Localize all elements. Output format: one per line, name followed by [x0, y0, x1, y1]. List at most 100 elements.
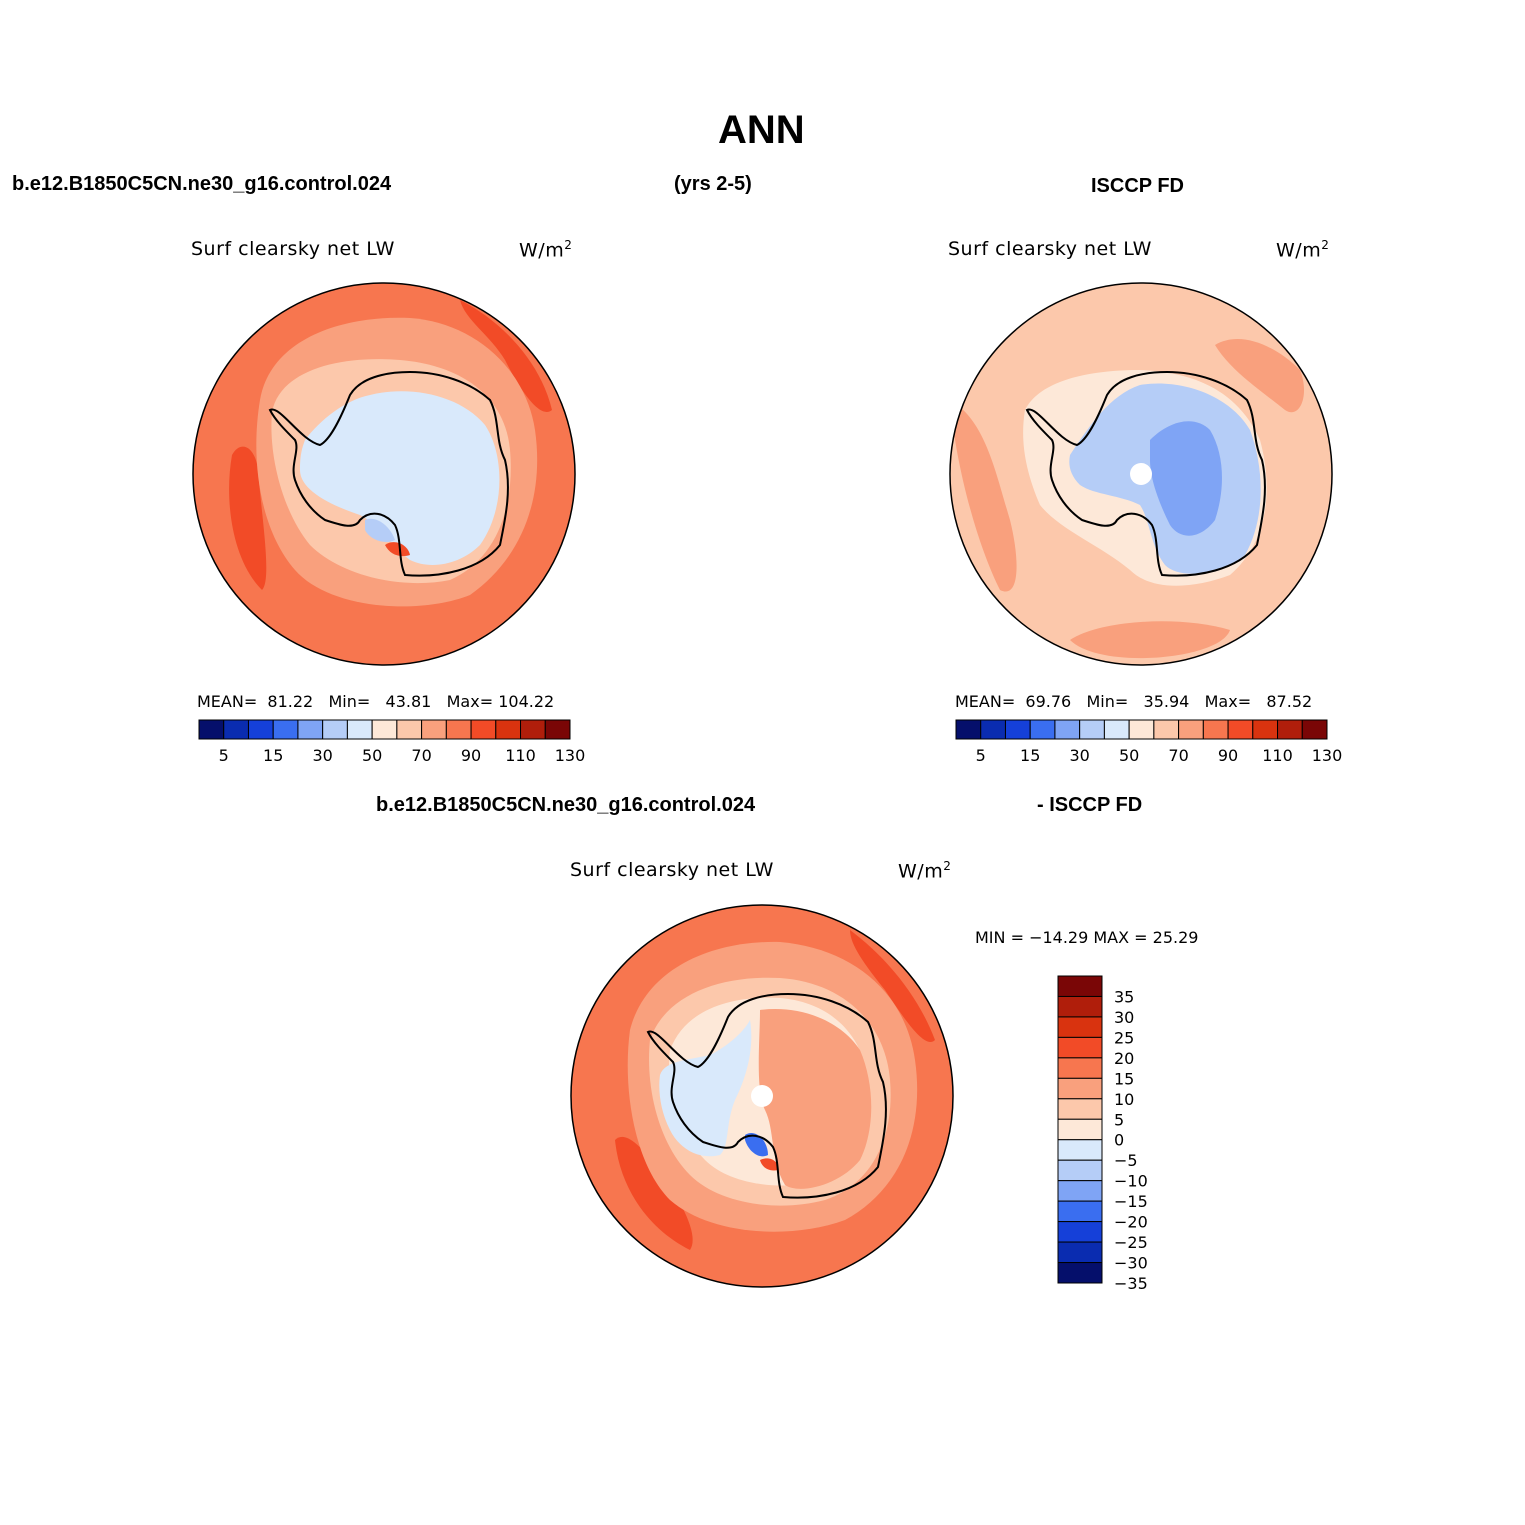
model-colorbar-box	[223, 719, 249, 740]
model-colorbar-box	[421, 719, 447, 740]
obs-map-border	[949, 282, 1333, 666]
obs-ocean-band-west	[950, 400, 1017, 592]
model-units-sup: 2	[564, 238, 573, 252]
diff-colorbar-box	[1057, 1221, 1103, 1243]
page-title: ANN	[718, 108, 805, 152]
obs-colorbar-label: 130	[1312, 746, 1343, 765]
years-header: (yrs 2-5)	[674, 173, 752, 195]
model-map	[193, 283, 575, 665]
diff-colorbar-label: −35	[1114, 1274, 1148, 1293]
obs-mean-value: 69.76	[1025, 692, 1072, 711]
obs-colorbar-box	[1301, 719, 1328, 740]
obs-mean-label: MEAN=	[955, 692, 1016, 711]
model-stats: MEAN= 81.22 Min= 43.81 Max= 104.22	[197, 692, 554, 711]
obs-colorbar-box	[1153, 719, 1180, 740]
obs-colorbar-box	[1079, 719, 1105, 740]
diff-ocean-band-west	[615, 1136, 693, 1250]
model-colorbar-box	[322, 719, 348, 740]
model-colorbar-box	[247, 719, 274, 740]
model-max-label: Max=	[446, 692, 494, 711]
obs-colorbar-label: 90	[1218, 746, 1238, 765]
diff-colorbar-box	[1057, 1057, 1103, 1079]
obs-min-label: Min=	[1086, 692, 1129, 711]
model-mean-value: 81.22	[267, 692, 314, 711]
model-ocean-band-west	[229, 446, 267, 590]
obs-colorbar-box	[1277, 719, 1303, 740]
obs-colorbar-box	[1054, 719, 1081, 740]
diff-colorbar-label: −10	[1114, 1172, 1148, 1191]
obs-stats: MEAN= 69.76 Min= 35.94 Max= 87.52	[955, 692, 1312, 711]
obs-colorbar-box	[1128, 719, 1155, 740]
obs-name-header: ISCCP FD	[1091, 175, 1184, 197]
case-name-header: b.e12.B1850C5CN.ne30_g16.control.024	[12, 173, 392, 195]
diff-colorbar-box	[1057, 1118, 1103, 1141]
model-colorbar-label: 50	[362, 746, 382, 765]
obs-pole-hole	[1130, 463, 1152, 485]
model-min-label: Min=	[328, 692, 371, 711]
diff-colorbar-box	[1057, 1036, 1103, 1059]
model-colorbar-label: 70	[411, 746, 431, 765]
diff-colorbar-label: 0	[1114, 1131, 1124, 1150]
diff-colorbar-box	[1057, 1200, 1103, 1223]
obs-units-sup: 2	[1321, 238, 1330, 252]
model-colorbar-box	[470, 719, 497, 740]
diff-colorbar-box	[1057, 1098, 1103, 1120]
obs-colorbar-label: 50	[1119, 746, 1139, 765]
model-colorbar-box	[272, 719, 299, 740]
diff-colorbar-label: −20	[1114, 1213, 1148, 1232]
model-weddell-lowvalue	[365, 518, 395, 542]
obs-colorbar-box	[955, 719, 982, 740]
model-mean-label: MEAN=	[197, 692, 258, 711]
diff-land-east	[758, 1009, 872, 1189]
model-colorbar-box	[520, 719, 546, 740]
diff-colorbar-label: −25	[1114, 1233, 1148, 1252]
diff-colorbar-box	[1057, 975, 1103, 997]
diff-colorbar-box	[1057, 1262, 1103, 1284]
diff-colorbar-label: 35	[1114, 987, 1134, 1006]
model-colorbar-label: 5	[219, 746, 229, 765]
obs-max-value: 87.52	[1266, 692, 1313, 711]
diff-colorbar-box	[1057, 1159, 1103, 1182]
diff-colorbar-label: −30	[1114, 1254, 1148, 1273]
diff-weddell-negative	[745, 1132, 768, 1157]
model-min-value: 43.81	[385, 692, 432, 711]
diff-colorbar-box	[1057, 995, 1103, 1018]
obs-colorbar-label: 15	[1020, 746, 1040, 765]
obs-colorbar-box	[980, 719, 1006, 740]
diff-case-name-header: b.e12.B1850C5CN.ne30_g16.control.024	[376, 794, 756, 816]
model-units-text: W/m	[519, 239, 565, 262]
obs-units: W/m2	[1276, 238, 1329, 261]
model-ocean-band-east	[460, 300, 552, 412]
model-colorbar-box	[445, 719, 472, 740]
model-colorbar-box	[396, 719, 423, 740]
model-colorbar-label: 30	[312, 746, 332, 765]
model-colorbar-label: 110	[505, 746, 536, 765]
diff-obs-name-header: - ISCCP FD	[1037, 794, 1143, 816]
obs-colorbar-box	[1202, 719, 1229, 740]
model-max-value: 104.22	[498, 692, 555, 711]
obs-coastline	[1025, 370, 1266, 577]
diff-colorbar-label: 15	[1114, 1069, 1134, 1088]
obs-ocean-band-south	[1070, 621, 1230, 659]
diff-colorbar-box	[1057, 1180, 1103, 1202]
diff-ross-positive	[760, 1158, 779, 1171]
diff-units-sup: 2	[943, 859, 952, 873]
diff-variable-title: Surf clearsky net LW	[570, 859, 774, 881]
obs-max-label: Max=	[1204, 692, 1252, 711]
diff-colorbar-box	[1057, 1077, 1103, 1100]
obs-units-text: W/m	[1276, 239, 1322, 262]
obs-colorbar-label: 70	[1168, 746, 1188, 765]
diff-colorbar-label: 10	[1114, 1090, 1134, 1109]
model-ross-highvalue	[385, 542, 410, 557]
diff-colorbar-box	[1057, 1241, 1103, 1264]
diff-units: W/m2	[898, 859, 951, 882]
diff-colorbar-label: 30	[1114, 1008, 1134, 1027]
obs-colorbar-label: 30	[1069, 746, 1089, 765]
obs-colorbar-box	[1029, 719, 1056, 740]
model-colorbar-box	[495, 719, 522, 740]
diff-colorbar-box	[1057, 1139, 1103, 1161]
model-colorbar: 5 15 30 50 70 90 110 130	[198, 719, 585, 765]
obs-colorbar-box	[1227, 719, 1254, 740]
